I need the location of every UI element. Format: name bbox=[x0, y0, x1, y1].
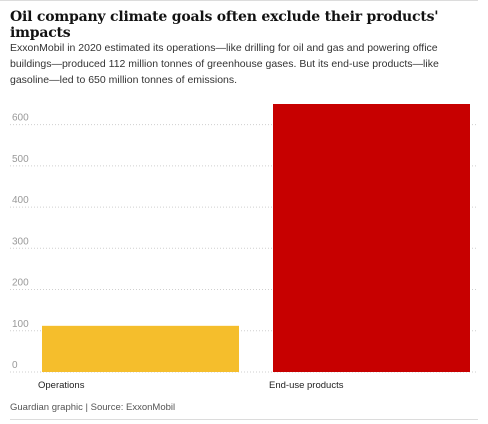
bar bbox=[42, 325, 239, 372]
y-tick-label: 200 bbox=[12, 278, 29, 289]
y-tick-label: 600 bbox=[12, 113, 29, 124]
chart-title: Oil company climate goals often exclude … bbox=[10, 9, 439, 41]
y-tick-label: 0 bbox=[12, 360, 18, 371]
chart-subtitle: ExxonMobil in 2020 estimated its operati… bbox=[10, 42, 439, 86]
x-tick-label: End-use products bbox=[269, 380, 344, 391]
y-tick-label: 300 bbox=[12, 236, 29, 247]
y-tick-label: 400 bbox=[12, 195, 29, 206]
rule bbox=[0, 0, 478, 1]
bar bbox=[273, 104, 470, 372]
y-tick-label: 500 bbox=[12, 154, 29, 165]
y-tick-label: 100 bbox=[12, 319, 29, 330]
x-tick-label: Operations bbox=[38, 380, 85, 391]
rule bbox=[10, 419, 478, 420]
source: Guardian graphic | Source: ExxonMobil bbox=[10, 402, 176, 413]
